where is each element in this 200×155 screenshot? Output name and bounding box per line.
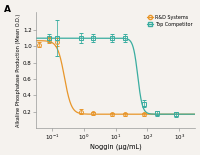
Text: A: A bbox=[4, 5, 11, 14]
X-axis label: Noggin (µg/mL): Noggin (µg/mL) bbox=[90, 144, 141, 150]
Legend: R&D Systems, Top Competitor: R&D Systems, Top Competitor bbox=[147, 14, 193, 27]
Y-axis label: Alkaline Phosphatase Production (Mean O.D.): Alkaline Phosphatase Production (Mean O.… bbox=[16, 13, 21, 127]
